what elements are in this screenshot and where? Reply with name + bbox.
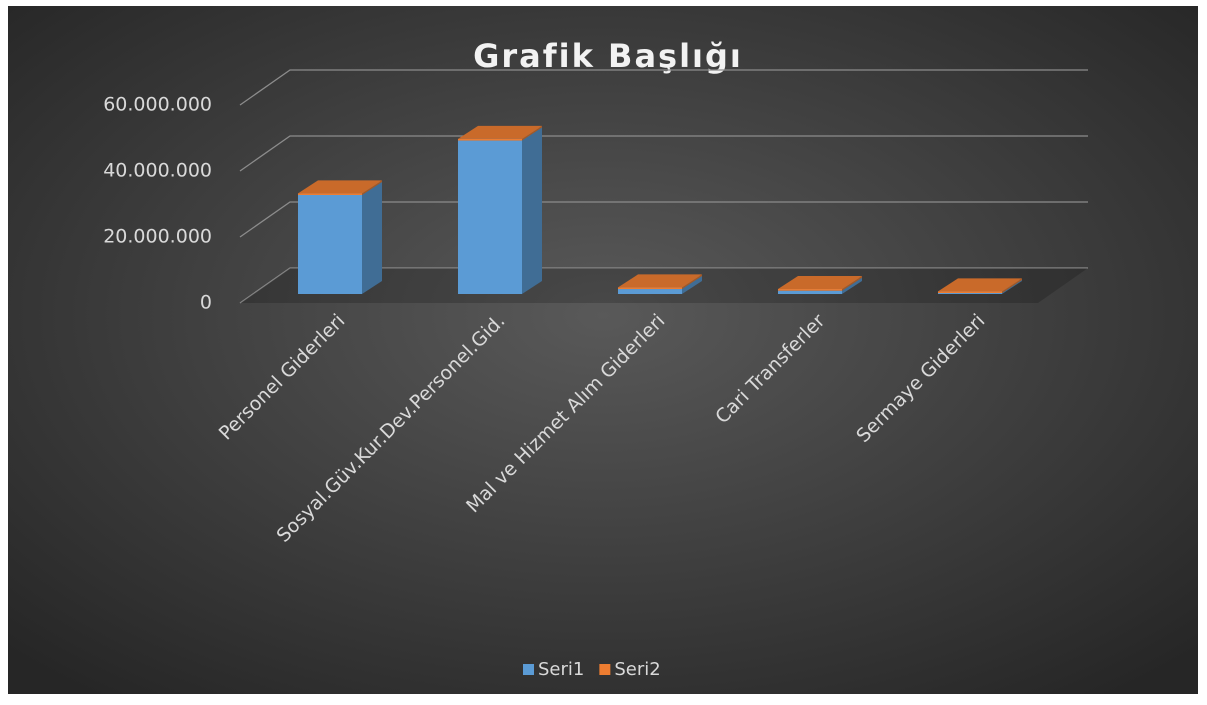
grid-line xyxy=(239,267,1088,304)
bar-segment xyxy=(298,180,382,195)
bar-front xyxy=(938,291,1002,294)
chart-title: Grafik Başlığı xyxy=(473,37,743,75)
bar-front xyxy=(298,193,362,195)
bar-front xyxy=(778,290,842,294)
grid-line xyxy=(239,201,1088,238)
bar-top xyxy=(778,276,862,290)
bar-segment xyxy=(938,278,1022,294)
y-tick-label: 60.000.000 xyxy=(103,94,212,116)
y-tick-label: 40.000.000 xyxy=(103,160,212,182)
bar-segment xyxy=(458,125,542,141)
legend-swatch xyxy=(599,664,611,675)
bar-top xyxy=(298,180,382,194)
bar-top xyxy=(938,278,1022,292)
bar-side xyxy=(522,125,542,141)
bar-front xyxy=(778,289,842,291)
y-tick-label: 0 xyxy=(200,292,212,314)
bar-segment xyxy=(618,274,702,290)
y-tick-label: 20.000.000 xyxy=(103,226,212,248)
chart-background xyxy=(8,6,1198,694)
bar-side xyxy=(1002,280,1022,294)
legend-label: Seri1 xyxy=(538,659,584,680)
bar-side xyxy=(682,274,702,290)
bar-front xyxy=(618,289,682,294)
bar-segment xyxy=(778,276,862,291)
bar-top xyxy=(458,125,542,139)
bar-side xyxy=(522,127,542,294)
bar-front xyxy=(938,293,1002,294)
bar-side xyxy=(682,276,702,294)
bar-front xyxy=(618,287,682,290)
grid-line xyxy=(239,135,1088,172)
grid-line xyxy=(239,69,1088,106)
bar-side xyxy=(362,180,382,195)
bar-side xyxy=(362,182,382,294)
bar-segment xyxy=(298,182,382,294)
legend-swatch xyxy=(523,664,534,675)
bar-front xyxy=(298,195,362,294)
bar-side xyxy=(1002,278,1022,294)
bar-segment xyxy=(458,127,542,294)
bar-side xyxy=(842,277,862,294)
bar-front xyxy=(458,140,522,294)
bar-side xyxy=(842,276,862,291)
bar-top xyxy=(618,274,702,288)
bar-front xyxy=(458,138,522,141)
legend-label: Seri2 xyxy=(614,659,660,680)
